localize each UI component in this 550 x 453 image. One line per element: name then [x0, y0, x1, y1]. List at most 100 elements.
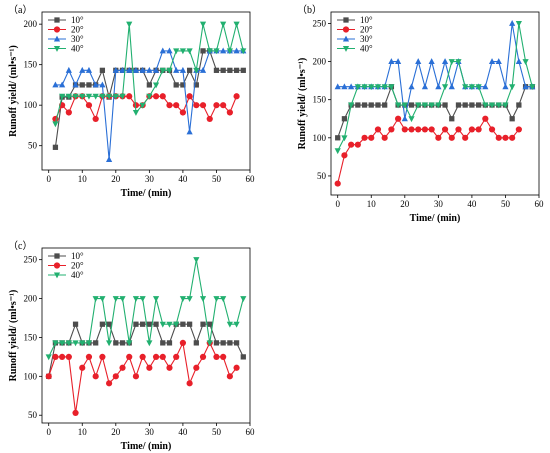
data-point: [146, 340, 153, 347]
data-point: [455, 102, 462, 108]
data-point: [59, 81, 66, 88]
y-tick-label: 200: [24, 19, 38, 29]
data-point: [99, 353, 106, 360]
data-point: [112, 373, 119, 380]
data-point: [469, 102, 475, 108]
data-point: [133, 321, 139, 327]
data-point: [99, 93, 106, 100]
x-tick-label: 30: [145, 174, 155, 184]
data-point: [159, 353, 166, 360]
data-point: [105, 93, 113, 100]
data-point: [179, 339, 187, 346]
x-tick-label: 10: [78, 174, 88, 184]
data-point: [199, 66, 207, 73]
x-tick-label: 10: [367, 199, 377, 209]
data-point: [92, 93, 99, 100]
data-point: [401, 115, 408, 122]
data-point: [65, 93, 72, 100]
x-tick-label: 20: [111, 174, 121, 184]
data-point: [85, 93, 93, 100]
data-point: [455, 126, 462, 133]
series-0: [335, 84, 535, 141]
data-point: [341, 116, 348, 122]
data-point: [126, 66, 133, 73]
data-point: [529, 84, 536, 91]
y-tick-label: 250: [24, 255, 38, 265]
panel-label: （c）: [8, 240, 32, 252]
data-point: [85, 340, 93, 347]
data-point: [394, 58, 402, 65]
series-0: [46, 321, 246, 379]
chart-panel-b: 0 10 20 30 40 50 60 50 100 150 200 250 Time/ (min) Ru…: [297, 4, 544, 224]
data-point: [166, 67, 173, 74]
data-point: [482, 102, 489, 109]
data-point: [421, 102, 429, 109]
data-point: [226, 373, 233, 380]
data-point: [99, 296, 106, 302]
data-point: [186, 321, 193, 327]
data-point: [199, 21, 207, 28]
data-point: [475, 102, 482, 108]
data-point: [408, 102, 415, 108]
data-point: [233, 21, 240, 28]
data-point: [401, 102, 408, 109]
data-point: [361, 84, 368, 91]
data-point: [199, 102, 207, 109]
data-point: [368, 102, 374, 108]
data-point: [119, 93, 126, 100]
data-point: [92, 81, 99, 88]
data-point: [200, 48, 206, 54]
data-point: [382, 102, 388, 108]
y-tick-label: 200: [24, 294, 38, 304]
data-point: [213, 353, 220, 360]
data-point: [200, 321, 206, 327]
data-point: [72, 81, 79, 88]
data-point: [153, 321, 159, 327]
legend-marker: [54, 253, 60, 259]
series-line: [48, 322, 244, 377]
data-point: [186, 93, 193, 100]
data-point: [112, 66, 119, 73]
data-point: [233, 47, 240, 54]
data-point: [355, 102, 361, 108]
data-point: [435, 134, 442, 141]
data-point: [348, 141, 355, 148]
data-point: [227, 340, 233, 346]
data-point: [421, 83, 429, 90]
data-point: [173, 48, 180, 55]
y-tick-label: 100: [24, 100, 38, 110]
y-axis-label: Runoff yield/ (ml•s⁻¹): [8, 45, 19, 137]
data-point: [388, 84, 395, 91]
data-point: [441, 84, 449, 91]
data-point: [119, 364, 126, 371]
plot-frame: [330, 11, 540, 196]
series-3: [52, 21, 247, 128]
data-point: [488, 102, 496, 109]
data-point: [72, 409, 79, 416]
data-point: [455, 59, 462, 65]
data-point: [354, 141, 361, 148]
data-point: [85, 102, 93, 109]
data-point: [126, 93, 133, 100]
data-point: [206, 48, 213, 55]
data-point: [240, 296, 247, 302]
data-point: [173, 66, 180, 73]
legend: 10°20°40°: [48, 251, 84, 280]
y-tick-label: 100: [313, 133, 327, 143]
x-tick-label: 30: [434, 199, 444, 209]
data-point: [516, 102, 522, 108]
data-point: [85, 66, 93, 73]
data-point: [45, 373, 52, 380]
legend-marker: [342, 35, 350, 42]
data-point: [220, 340, 226, 346]
data-point: [146, 321, 152, 327]
data-point: [515, 20, 522, 27]
data-point: [482, 115, 489, 122]
y-tick-label: 50: [317, 171, 327, 181]
data-point: [159, 47, 166, 54]
data-point: [106, 321, 112, 327]
data-point: [119, 66, 126, 73]
data-point: [160, 340, 166, 346]
data-point: [394, 102, 402, 109]
legend: 10°20°30°40°: [337, 15, 373, 54]
